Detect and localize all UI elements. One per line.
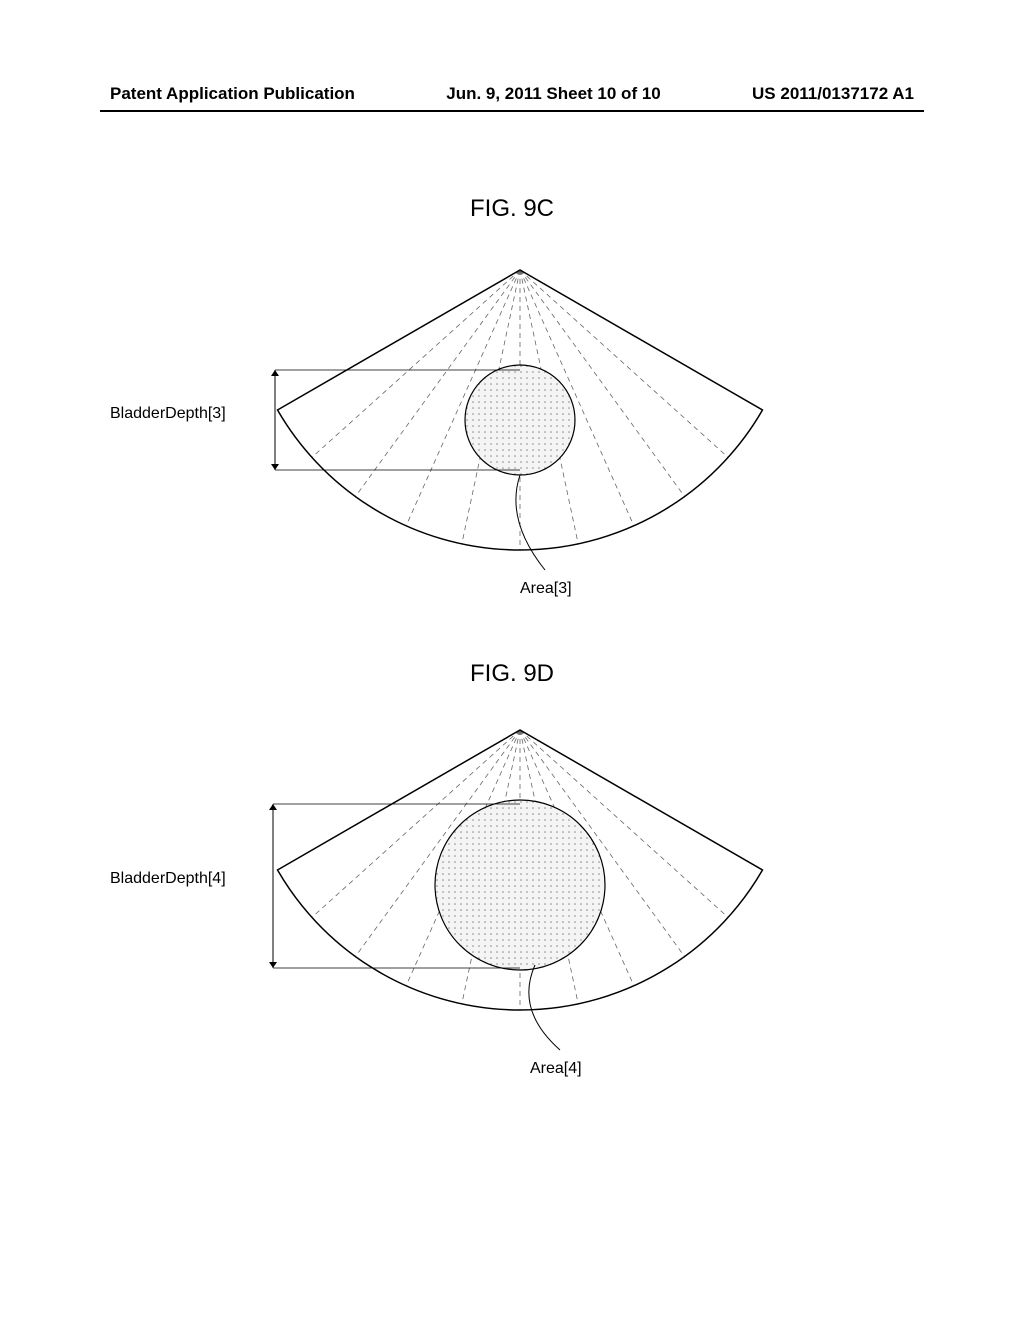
fig-9c-label: FIG. 9C — [412, 195, 612, 223]
figure-9d: BladderDepth[4] Area[4] — [225, 710, 815, 1100]
bladder-depth-4-label: BladderDepth[4] — [110, 870, 226, 888]
header-left: Patent Application Publication — [110, 84, 355, 104]
fig-9d-svg — [225, 710, 815, 1100]
area-4-label: Area[4] — [530, 1060, 582, 1078]
fig-9d-label: FIG. 9D — [412, 660, 612, 688]
bladder-depth-3-label: BladderDepth[3] — [110, 405, 226, 423]
header-right: US 2011/0137172 A1 — [752, 84, 914, 104]
figure-9c: BladderDepth[3] Area[3] — [225, 250, 815, 620]
header-center: Jun. 9, 2011 Sheet 10 of 10 — [446, 84, 661, 104]
header-rule — [100, 110, 924, 112]
header: Patent Application Publication Jun. 9, 2… — [0, 84, 1024, 104]
fig-9c-svg — [225, 250, 815, 620]
area-3-label: Area[3] — [520, 580, 572, 598]
